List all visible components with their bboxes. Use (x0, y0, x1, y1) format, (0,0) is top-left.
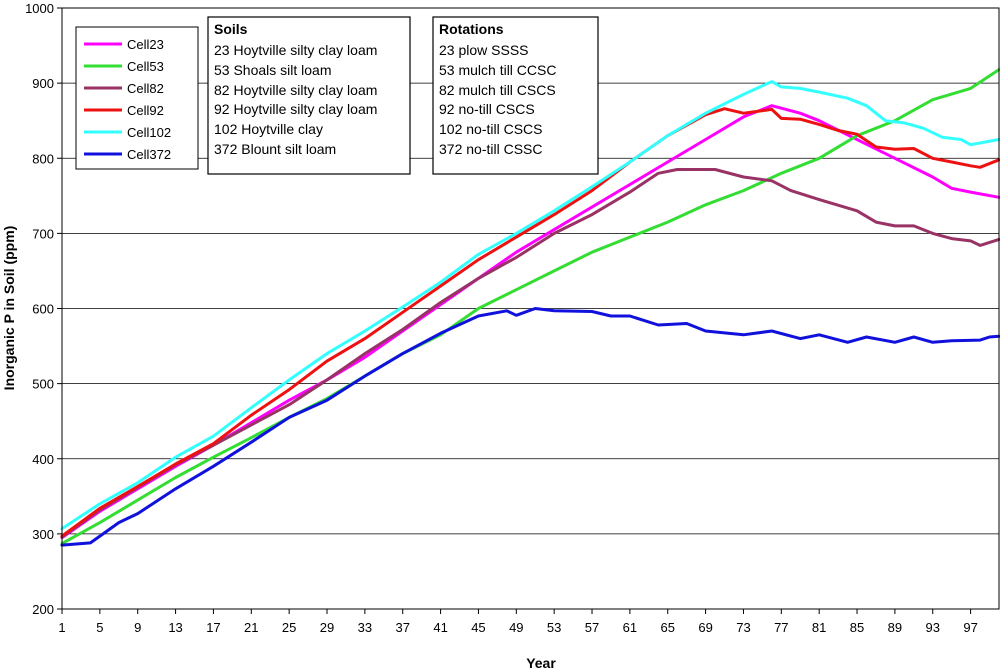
y-tick-label: 900 (32, 76, 54, 91)
x-tick-label: 9 (134, 620, 141, 635)
x-tick-label: 77 (774, 620, 788, 635)
x-tick-label: 53 (547, 620, 561, 635)
x-tick-label: 21 (244, 620, 258, 635)
series-line-cell372 (60, 307, 1000, 547)
rotations-line: 92 no-till CSCS (439, 101, 535, 117)
rotations-annotation: Rotations 23 plow SSSS 53 mulch till CCS… (432, 16, 599, 175)
series-line-cell53 (60, 68, 1000, 546)
legend: Cell23 Cell53 Cell82 Cell92 Cell102 Cell372 (75, 26, 199, 170)
soils-line: 23 Hoytville silty clay loam (214, 42, 377, 58)
x-tick-label: 85 (850, 620, 864, 635)
x-tick-label: 65 (661, 620, 675, 635)
series-line-cell102 (60, 80, 1000, 531)
legend-label: Cell53 (127, 59, 164, 74)
y-tick-label: 600 (32, 302, 54, 317)
series-layer (60, 68, 1000, 547)
x-tick-label: 93 (926, 620, 940, 635)
x-tick-label: 5 (96, 620, 103, 635)
x-tick-label: 69 (698, 620, 712, 635)
soils-line: 53 Shoals silt loam (214, 62, 332, 78)
x-tick-label: 45 (471, 620, 485, 635)
y-tick-label: 800 (32, 151, 54, 166)
legend-label: Cell372 (127, 147, 171, 162)
soils-line: 82 Hoytville silty clay loam (214, 82, 377, 98)
y-axis-title: Inorganic P in Soil (ppm) (1, 226, 17, 391)
legend-label: Cell102 (127, 125, 171, 140)
soils-line: 372 Blount silt loam (214, 141, 336, 157)
x-tick-label: 97 (963, 620, 977, 635)
y-tick-label: 1000 (25, 1, 54, 16)
x-tick-label: 49 (509, 620, 523, 635)
rotations-line: 372 no-till CSSC (439, 141, 543, 157)
soils-title: Soils (214, 21, 248, 37)
x-axis-title: Year (526, 655, 556, 671)
y-axis-ticks: 200 300 400 500 600 700 800 900 1000 (25, 1, 62, 617)
legend-label: Cell82 (127, 81, 164, 96)
x-tick-label: 25 (282, 620, 296, 635)
x-tick-label: 13 (168, 620, 182, 635)
legend-label: Cell23 (127, 37, 164, 52)
soils-line: 102 Hoytville clay (214, 121, 323, 137)
rotations-line: 53 mulch till CCSC (439, 62, 556, 78)
soils-annotation: Soils 23 Hoytville silty clay loam 53 Sh… (207, 16, 411, 175)
x-tick-label: 1 (58, 620, 65, 635)
x-tick-label: 81 (812, 620, 826, 635)
x-axis-ticks: 1 5 9 13 17 21 25 29 33 37 41 45 49 53 57 61 65 69 73 77 81 8… (58, 609, 978, 635)
rotations-title: Rotations (439, 21, 504, 37)
soils-line: 92 Hoytville silty clay loam (214, 101, 377, 117)
y-tick-label: 200 (32, 602, 54, 617)
y-tick-label: 500 (32, 377, 54, 392)
x-tick-label: 41 (433, 620, 447, 635)
x-tick-label: 33 (358, 620, 372, 635)
y-tick-label: 300 (32, 527, 54, 542)
x-tick-label: 73 (736, 620, 750, 635)
x-tick-label: 17 (206, 620, 220, 635)
legend-items: Cell23 Cell53 Cell82 Cell92 Cell102 Cell372 (84, 37, 171, 162)
soils-box (207, 16, 411, 175)
rotations-line: 23 plow SSSS (439, 42, 529, 58)
x-tick-label: 61 (623, 620, 637, 635)
y-tick-label: 400 (32, 452, 54, 467)
series-line-cell82 (60, 168, 1000, 539)
legend-label: Cell92 (127, 103, 164, 118)
x-tick-label: 57 (585, 620, 599, 635)
rotations-box (432, 16, 599, 175)
x-tick-label: 37 (395, 620, 409, 635)
y-tick-label: 700 (32, 226, 54, 241)
legend-box (75, 26, 199, 170)
x-tick-label: 89 (888, 620, 902, 635)
rotations-line: 102 no-till CSCS (439, 121, 543, 137)
x-tick-label: 29 (320, 620, 334, 635)
rotations-line: 82 mulch till CSCS (439, 82, 556, 98)
